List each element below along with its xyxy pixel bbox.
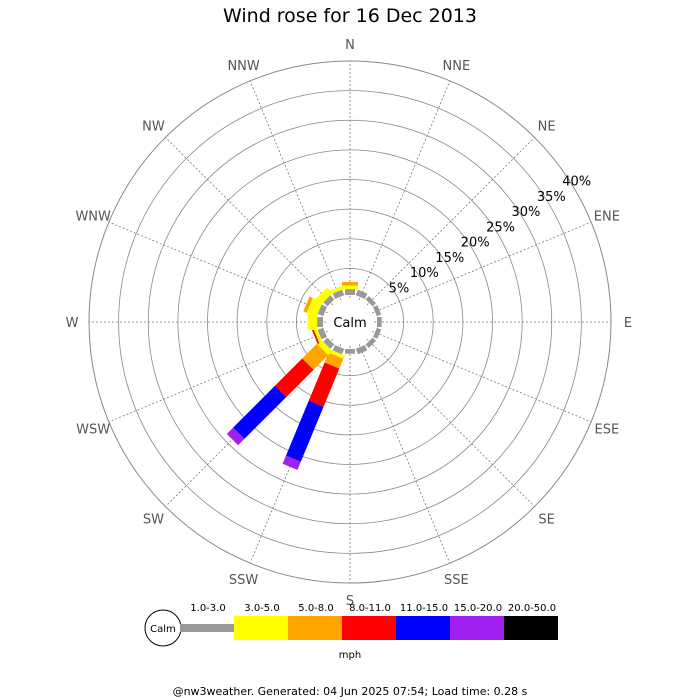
petal-wnw-1.0-3.0	[317, 304, 327, 317]
ring-10	[266, 238, 434, 406]
spoke-nne	[358, 80, 451, 300]
legend-swatch-3.0-5.0	[234, 616, 288, 640]
direction-label-wsw: WSW	[76, 422, 110, 437]
petal-w-3.0-5.0	[307, 314, 318, 330]
direction-label-ne: NE	[538, 119, 556, 134]
petal-n-5.0-8.0	[342, 282, 358, 286]
ring-label-10: 10%	[410, 266, 439, 281]
legend-label-1.0-3.0: 1.0-3.0	[190, 603, 225, 614]
legend-label-8.0-11.0: 8.0-11.0	[349, 603, 391, 614]
petal-wnw-3.0-5.0	[306, 297, 323, 317]
spoke-nw	[165, 137, 334, 306]
petal-ne-1.0-3.0	[365, 296, 376, 307]
legend-label-11.0-15.0: 11.0-15.0	[400, 603, 448, 614]
ring-label-30: 30%	[511, 205, 540, 220]
petal-sw-5.0-8.0	[302, 343, 329, 370]
ring-35	[118, 90, 582, 554]
legend-swatch-11.0-15.0	[396, 616, 450, 640]
chart-title: Wind rose for 16 Dec 2013	[223, 5, 477, 27]
spoke-sse	[358, 344, 451, 564]
calm-circle	[326, 298, 374, 346]
legend-swatch-15.0-20.0	[450, 616, 504, 640]
legend-calm-label: Calm	[150, 624, 176, 635]
petal-n-1.0-3.0	[345, 289, 355, 295]
petal-ssw-5.0-8.0	[324, 352, 344, 369]
spoke-se	[366, 338, 535, 507]
direction-label-ssw: SSW	[229, 573, 259, 588]
spoke-sw	[165, 338, 334, 507]
ring-20	[207, 179, 493, 465]
ring-label-15: 15%	[435, 251, 464, 266]
petal-e-1.0-3.0	[377, 317, 382, 327]
petal-ssw-8.0-11.0	[308, 362, 340, 407]
direction-label-sw: SW	[143, 513, 164, 528]
petal-nnw-3.0-5.0	[328, 285, 345, 295]
petal-ssw-3.0-5.0	[328, 349, 345, 359]
petal-sw-15.0-20.0	[226, 427, 245, 446]
petal-sw-8.0-11.0	[275, 358, 314, 397]
petal-w-1.0-3.0	[317, 317, 323, 327]
direction-label-nne: NNE	[443, 59, 471, 74]
petal-wnw-5.0-8.0	[303, 296, 313, 313]
petal-sw-3.0-5.0	[316, 339, 333, 356]
direction-label-wnw: WNW	[75, 210, 111, 225]
direction-label-se: SE	[538, 513, 554, 528]
petal-nne-1.0-3.0	[355, 289, 368, 299]
ring-label-25: 25%	[486, 220, 515, 235]
ring-label-35: 35%	[537, 190, 566, 205]
direction-label-ene: ENE	[594, 210, 620, 225]
petal-sw-1.0-3.0	[323, 337, 335, 349]
direction-label-n: N	[345, 38, 355, 53]
petal-wsw-1.0-3.0	[317, 327, 327, 340]
petal-n-3.0-5.0	[342, 285, 358, 290]
spoke-ene	[372, 221, 592, 314]
direction-label-s: S	[346, 594, 354, 609]
petal-ssw-11.0-15.0	[286, 400, 324, 462]
petal-nnw-1.0-3.0	[332, 289, 345, 299]
footer-credit: @nw3weather. Generated: 04 Jun 2025 07:5…	[172, 685, 528, 698]
spoke-ne	[366, 137, 535, 306]
spoke-ese	[372, 330, 592, 423]
direction-label-nnw: NNW	[227, 59, 259, 74]
petal-ese-1.0-3.0	[373, 327, 382, 339]
calm-label: Calm	[333, 316, 366, 331]
direction-label-ese: ESE	[594, 422, 619, 437]
legend-swatch-20.0-50.0	[504, 616, 558, 640]
direction-label-nw: NW	[142, 119, 165, 134]
petal-se-1.0-3.0	[365, 337, 376, 348]
legend-label-3.0-5.0: 3.0-5.0	[244, 603, 279, 614]
petal-nw-3.0-5.0	[315, 287, 333, 305]
petal-sw-11.0-15.0	[233, 385, 287, 439]
petal-wsw-3.0-5.0	[313, 327, 323, 344]
legend-swatch-8.0-11.0	[342, 616, 396, 640]
spoke-wsw	[108, 330, 328, 423]
petal-wsw-8.0-11.0	[311, 328, 320, 344]
ring-label-20: 20%	[461, 236, 490, 251]
legend-unit: mph	[339, 650, 361, 661]
petal-sse-1.0-3.0	[355, 345, 368, 355]
spoke-wnw	[108, 221, 328, 314]
petal-ene-1.0-3.0	[373, 305, 382, 317]
petal-s-1.0-3.0	[345, 349, 355, 354]
spoke-ssw	[249, 344, 342, 564]
petal-ssw-15.0-20.0	[282, 455, 301, 470]
ring-label-40: 40%	[562, 175, 591, 190]
petal-ssw-1.0-3.0	[332, 345, 345, 355]
direction-label-e: E	[624, 316, 632, 331]
ring-label-5: 5%	[389, 281, 410, 296]
direction-label-sse: SSE	[444, 573, 469, 588]
legend-label-15.0-20.0: 15.0-20.0	[454, 603, 502, 614]
legend-label-20.0-50.0: 20.0-50.0	[508, 603, 556, 614]
spoke-nnw	[249, 80, 342, 300]
direction-label-w: W	[66, 316, 79, 331]
petal-nw-1.0-3.0	[323, 295, 335, 307]
legend-swatch-1.0-3.0	[180, 624, 234, 632]
legend-label-5.0-8.0: 5.0-8.0	[298, 603, 333, 614]
legend-swatch-5.0-8.0	[288, 616, 342, 640]
